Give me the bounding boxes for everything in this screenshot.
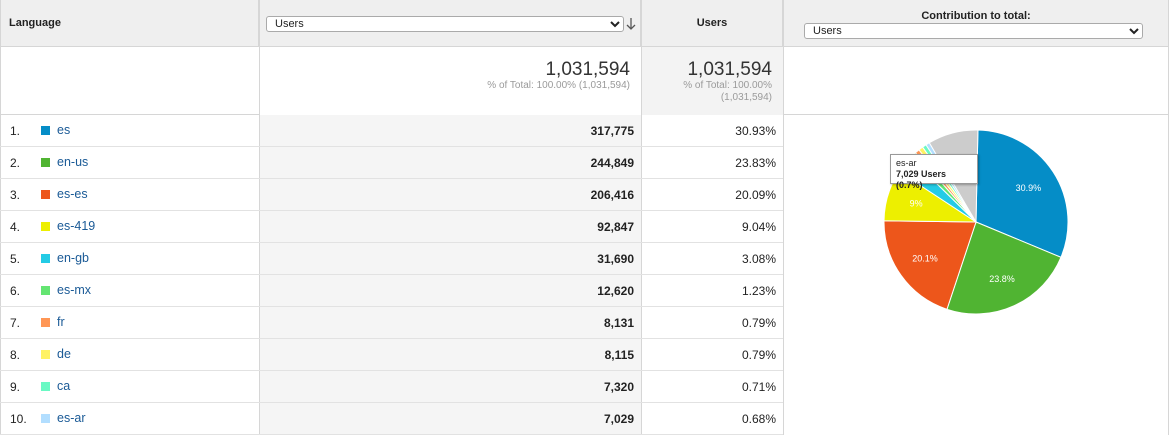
- legend-swatch: [41, 318, 50, 327]
- col-divider: [259, 0, 260, 435]
- pie-slice-label: 20.1%: [912, 253, 938, 263]
- row-index: 10.: [10, 412, 27, 426]
- users-header-label: Users: [696, 17, 728, 29]
- language-link[interactable]: es-es: [57, 187, 88, 201]
- legend-swatch: [41, 382, 50, 391]
- users-percent: 0.68%: [741, 412, 776, 426]
- pie-slice-es[interactable]: [975, 129, 1069, 258]
- contribution-label: Contribution to total:: [921, 10, 1031, 22]
- users-percent: 30.93%: [735, 124, 776, 138]
- metric-select[interactable]: Users: [266, 16, 624, 32]
- users-value: 12,620: [597, 284, 634, 298]
- language-link[interactable]: es-419: [57, 219, 96, 233]
- row-divider: [0, 370, 783, 371]
- row-index: 7.: [10, 316, 21, 330]
- row-index: 6.: [10, 284, 21, 298]
- row-divider: [0, 178, 783, 179]
- users-value: 7,320: [603, 380, 634, 394]
- legend-swatch: [41, 286, 50, 295]
- row-index: 2.: [10, 156, 21, 170]
- users-value: 31,690: [597, 252, 634, 266]
- users-value: 317,775: [590, 124, 634, 138]
- language-link[interactable]: de: [57, 347, 71, 361]
- users-percent: 23.83%: [735, 156, 776, 170]
- legend-swatch: [41, 350, 50, 359]
- col-divider: [641, 0, 642, 435]
- language-link[interactable]: fr: [57, 315, 65, 329]
- row-divider: [0, 338, 783, 339]
- legend-swatch: [41, 190, 50, 199]
- metric-column-bg: [259, 115, 641, 435]
- language-link[interactable]: en-gb: [57, 251, 89, 265]
- pie-slice-label: 30.9%: [1016, 183, 1042, 193]
- users-value: 92,847: [597, 220, 634, 234]
- row-index: 8.: [10, 348, 21, 362]
- users-header[interactable]: Users: [641, 0, 783, 47]
- row-divider: [0, 274, 783, 275]
- language-link[interactable]: en-us: [57, 155, 89, 169]
- row-index: 9.: [10, 380, 21, 394]
- tooltip-title: es-ar: [896, 158, 917, 168]
- row-divider: [0, 210, 783, 211]
- row-index: 4.: [10, 220, 21, 234]
- users-percent: 0.79%: [741, 348, 776, 362]
- legend-swatch: [41, 254, 50, 263]
- row-divider: [0, 146, 783, 147]
- col-divider: [0, 0, 1, 435]
- users-percent: 3.08%: [741, 252, 776, 266]
- users-value: 8,131: [603, 316, 634, 330]
- total-users-sub-2a: % of Total: 100.00%: [683, 80, 772, 91]
- users-percent: 1.23%: [741, 284, 776, 298]
- users-value: 8,115: [604, 348, 634, 362]
- tooltip-text: 7,029 Users (0.7%): [896, 169, 947, 190]
- users-value: 244,849: [590, 156, 634, 170]
- total-users-value: 1,031,594: [545, 59, 630, 80]
- users-percent: 9.04%: [741, 220, 776, 234]
- row-index: 1.: [10, 124, 21, 138]
- users-value: 206,416: [590, 188, 634, 202]
- pie-tooltip: es-ar 7,029 Users (0.7%): [890, 154, 978, 190]
- total-users-sub: % of Total: 100.00% (1,031,594): [487, 80, 630, 91]
- legend-swatch: [41, 158, 50, 167]
- row-divider: [0, 306, 783, 307]
- users-percent: 20.09%: [735, 188, 776, 202]
- users-percent: 0.79%: [741, 316, 776, 330]
- row-divider: [0, 242, 783, 243]
- pie-slice-es-es[interactable]: [883, 220, 977, 310]
- users-percent: 0.71%: [741, 380, 776, 394]
- arrow-down-icon[interactable]: [626, 17, 636, 30]
- pie-slice-label: 23.8%: [989, 274, 1015, 284]
- metric-header: Users: [259, 0, 641, 47]
- totals-metric-cell: 1,031,594 % of Total: 100.00% (1,031,594…: [259, 47, 641, 115]
- legend-swatch: [41, 222, 50, 231]
- contribution-header: Contribution to total: Users: [783, 0, 1169, 47]
- language-link[interactable]: es-mx: [57, 283, 92, 297]
- row-index: 3.: [10, 188, 21, 202]
- col-divider: [783, 0, 784, 435]
- row-divider: [0, 402, 783, 403]
- language-header-label: Language: [9, 17, 61, 29]
- pie-slice-en-us[interactable]: [946, 221, 1062, 315]
- legend-swatch: [41, 414, 50, 423]
- row-index: 5.: [10, 252, 21, 266]
- contribution-select[interactable]: Users: [804, 23, 1143, 39]
- total-users-sub-2b: (1,031,594): [720, 92, 772, 103]
- total-users-value-2: 1,031,594: [687, 59, 772, 80]
- language-header[interactable]: Language: [0, 0, 259, 47]
- language-link[interactable]: ca: [57, 379, 71, 393]
- pie-slice-label: 9%: [910, 199, 923, 209]
- language-link[interactable]: es: [57, 123, 71, 137]
- language-link[interactable]: es-ar: [57, 411, 86, 425]
- users-value: 7,029: [603, 412, 634, 426]
- legend-swatch: [41, 126, 50, 135]
- totals-users-cell: 1,031,594 % of Total: 100.00% (1,031,594…: [641, 47, 783, 115]
